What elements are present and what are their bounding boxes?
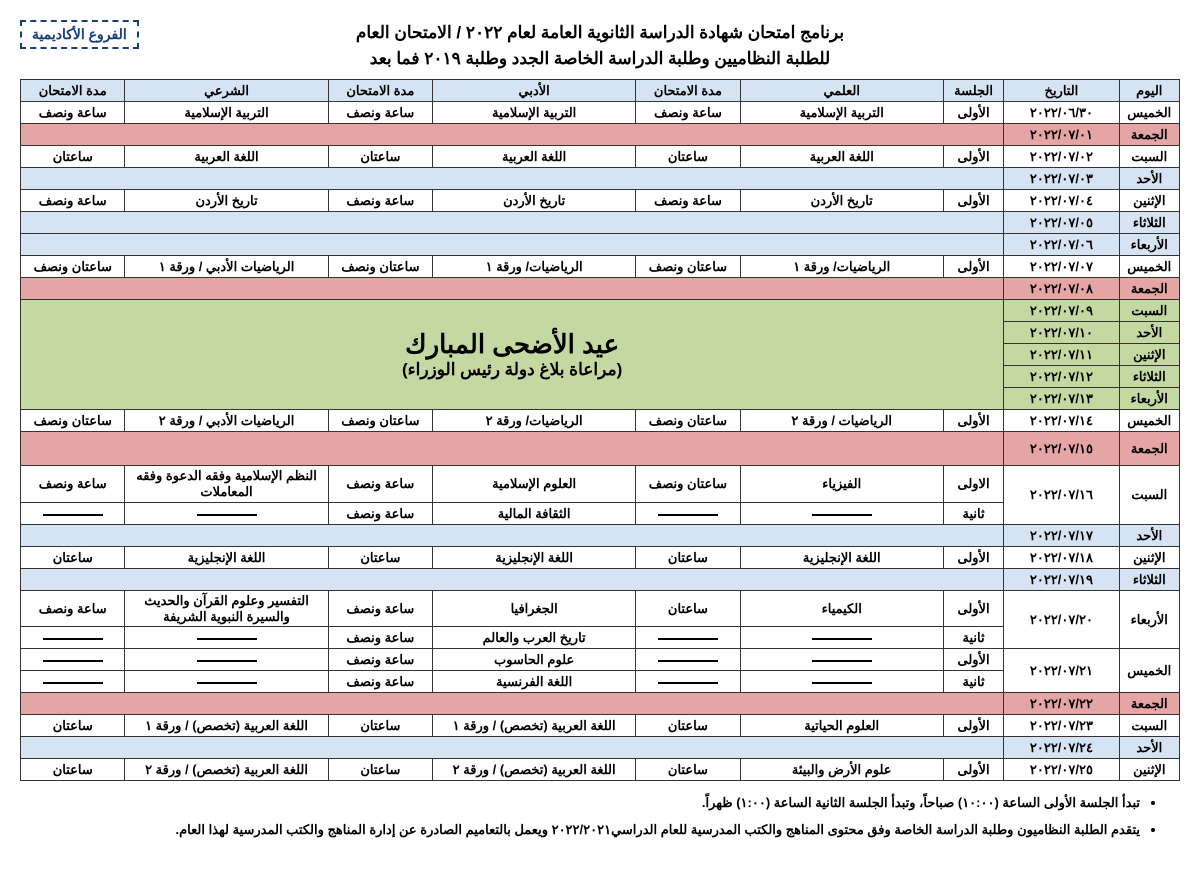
page-title: برنامج امتحان شهادة الدراسة الثانوية الع… [20,20,1180,71]
table-row: الإثنين٢٠٢٢/٠٧/٠٤الأولىتاريخ الأردنساعة … [21,190,1180,212]
table-row: الخميس٢٠٢٢/٠٧/١٤الأولىالرياضيات / ورقة ٢… [21,410,1180,432]
table-row: الثلاثاء٢٠٢٢/٠٧/١٩ [21,569,1180,591]
table-row: السبت٢٠٢٢/٠٧/٢٣الأولىالعلوم الحياتيةساعت… [21,715,1180,737]
footnote-item: يتقدم الطلبة النظاميون وطلبة الدراسة الخ… [20,818,1140,843]
table-row: الجمعة٢٠٢٢/٠٧/٠١ [21,124,1180,146]
table-row: الخميس٢٠٢٢/٠٧/٢١الأولىعلوم الحاسوبساعة و… [21,649,1180,671]
table-row: الأحد٢٠٢٢/٠٧/٠٣ [21,168,1180,190]
table-row: الجمعة٢٠٢٢/٠٧/٠٨ [21,278,1180,300]
table-row: الإثنين٢٠٢٢/٠٧/٢٥الأولىعلوم الأرض والبيئ… [21,759,1180,781]
table-row: الأربعاء٢٠٢٢/٠٧/٢٠الأولىالكيمياءساعتانال… [21,591,1180,627]
table-row: السبت٢٠٢٢/٠٧/١٦الاولىالفيزياءساعتان ونصف… [21,466,1180,503]
table-row: الأربعاء٢٠٢٢/٠٧/٠٦ [21,234,1180,256]
footnote-item: تبدأ الجلسة الأولى الساعة (١٠:٠٠) صباحاً… [20,791,1140,816]
academic-branches-badge: الفروع الأكاديمية [20,20,139,49]
table-row: السبت٢٠٢٢/٠٧/٠٢الأولىاللغة العربيةساعتان… [21,146,1180,168]
table-row: الخميس٢٠٢٢/٠٦/٣٠الأولىالتربية الإسلاميةس… [21,102,1180,124]
exam-schedule-table: اليوم التاريخ الجلسة العلمي مدة الامتحان… [20,79,1180,781]
table-row: الخميس٢٠٢٢/٠٧/٠٧الأولىالرياضيات/ ورقة ١س… [21,256,1180,278]
table-row: الجمعة٢٠٢٢/٠٧/٢٢ [21,693,1180,715]
holiday-row: السبت٢٠٢٢/٠٧/٠٩ عيد الأضحى المبارك (مراع… [21,300,1180,322]
table-row: الأحد٢٠٢٢/٠٧/١٧ [21,525,1180,547]
table-row: الأحد٢٠٢٢/٠٧/٢٤ [21,737,1180,759]
table-row: الثلاثاء٢٠٢٢/٠٧/٠٥ [21,212,1180,234]
table-header-row: اليوم التاريخ الجلسة العلمي مدة الامتحان… [21,80,1180,102]
table-row: الجمعة٢٠٢٢/٠٧/١٥ [21,432,1180,466]
footnotes: تبدأ الجلسة الأولى الساعة (١٠:٠٠) صباحاً… [20,791,1180,842]
table-row: الإثنين٢٠٢٢/٠٧/١٨الأولىاللغة الإنجليزيةس… [21,547,1180,569]
